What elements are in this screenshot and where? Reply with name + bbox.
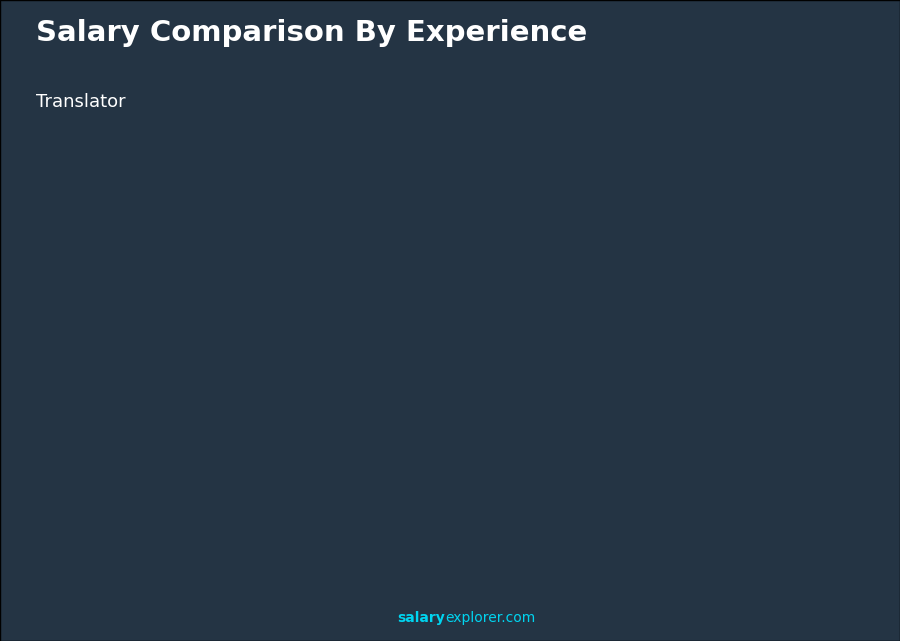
Text: 40,100 EUR: 40,100 EUR (335, 372, 420, 385)
Text: +38%: +38% (166, 433, 220, 451)
Bar (476, 354, 530, 360)
Text: 51,600 EUR: 51,600 EUR (587, 320, 673, 333)
Bar (97, 484, 151, 577)
Bar (151, 484, 163, 577)
Text: salary: salary (398, 611, 446, 625)
Text: 48,800 EUR: 48,800 EUR (461, 333, 547, 345)
Bar (349, 394, 403, 398)
Bar (97, 484, 151, 486)
Text: Translator: Translator (36, 93, 126, 111)
Bar (728, 320, 782, 327)
Bar (602, 341, 656, 347)
Bar (223, 448, 277, 451)
Bar (349, 394, 403, 577)
Bar (277, 448, 289, 577)
Bar (782, 320, 794, 577)
Bar (777, 26, 812, 87)
Bar (656, 341, 668, 577)
Text: Average Yearly Salary: Average Yearly Salary (849, 328, 859, 441)
Bar (728, 320, 782, 577)
Bar (223, 448, 277, 577)
Bar (812, 26, 846, 87)
Bar (602, 341, 656, 577)
Bar (742, 26, 777, 87)
Text: +22%: +22% (418, 344, 472, 362)
Text: 28,200 EUR: 28,200 EUR (208, 427, 294, 440)
Bar (476, 354, 530, 577)
Text: +9%: +9% (677, 296, 719, 313)
Text: 20,400 EUR: 20,400 EUR (82, 462, 167, 476)
Bar (530, 354, 542, 577)
Text: +6%: +6% (551, 308, 593, 326)
Text: 56,100 EUR: 56,100 EUR (724, 299, 809, 312)
Text: Salary Comparison By Experience: Salary Comparison By Experience (36, 19, 587, 47)
Text: +42%: +42% (292, 394, 346, 412)
Text: explorer.com: explorer.com (446, 611, 536, 625)
Bar (403, 394, 415, 577)
